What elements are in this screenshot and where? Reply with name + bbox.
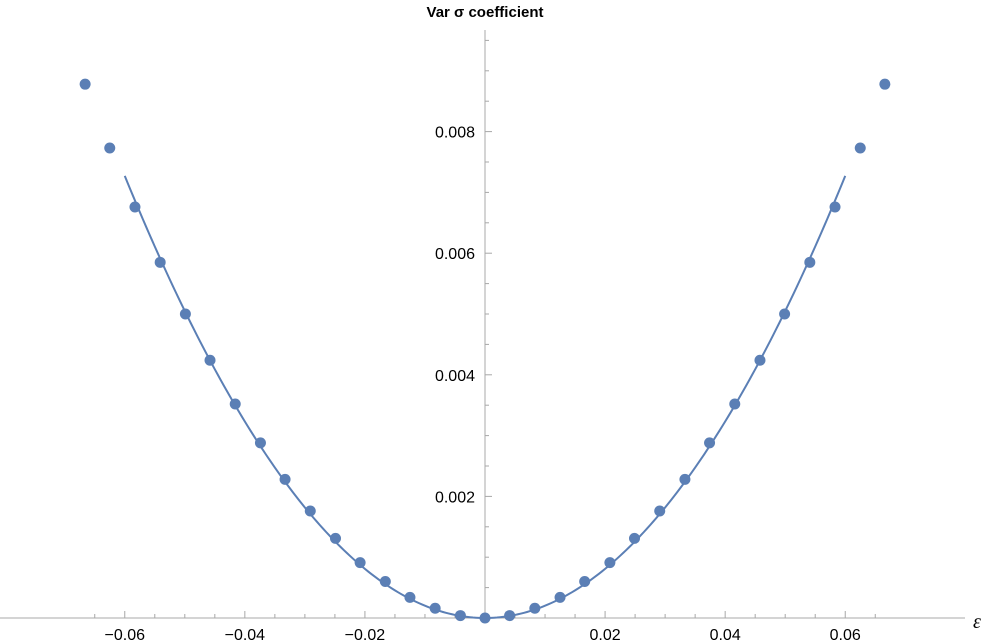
y-tick-label: 0.002 [435, 489, 475, 506]
data-point [704, 437, 716, 449]
y-tick-label: 0.008 [435, 125, 475, 142]
data-point [629, 532, 640, 544]
data-point [504, 610, 516, 622]
data-point [104, 142, 116, 154]
data-point [354, 557, 366, 569]
data-point [454, 610, 466, 622]
data-point [304, 505, 316, 517]
y-tick-label: 0.006 [435, 246, 475, 263]
data-point [404, 591, 416, 603]
data-point [554, 591, 566, 603]
data-point [604, 557, 616, 569]
data-point [79, 78, 91, 90]
data-point [529, 602, 541, 614]
data-points-layer [79, 78, 891, 624]
data-point [129, 201, 141, 213]
data-point [179, 308, 191, 320]
data-point [429, 602, 441, 614]
data-point [679, 473, 691, 485]
data-point [330, 532, 341, 544]
data-point [379, 576, 391, 588]
data-point [204, 354, 216, 366]
data-point [654, 505, 666, 517]
y-tick-label: 0.004 [435, 368, 475, 385]
data-point [229, 398, 241, 410]
data-point [479, 612, 491, 624]
data-point [279, 473, 291, 485]
chart-title: Var σ coefficient [427, 4, 544, 21]
ticks: −0.06 −0.04 −0.02 0.02 0.04 0.06 0.002 0.004 0.0… [94, 39, 876, 644]
data-point [729, 398, 741, 410]
data-point [154, 256, 166, 268]
x-tick-label: 0.06 [830, 627, 861, 644]
x-tick-label: 0.04 [710, 627, 741, 644]
data-point [754, 354, 766, 366]
x-tick-label: −0.04 [225, 627, 266, 644]
data-point [804, 256, 816, 268]
x-tick-label: 0.02 [590, 627, 621, 644]
x-tick-label: −0.06 [105, 627, 146, 644]
x-axis-label: ε [973, 611, 981, 633]
x-tick-label: −0.02 [345, 627, 386, 644]
data-point [254, 437, 266, 449]
data-point [779, 308, 791, 320]
data-point [579, 576, 591, 588]
data-point [854, 142, 866, 154]
data-point [829, 201, 841, 213]
data-point [879, 78, 891, 90]
